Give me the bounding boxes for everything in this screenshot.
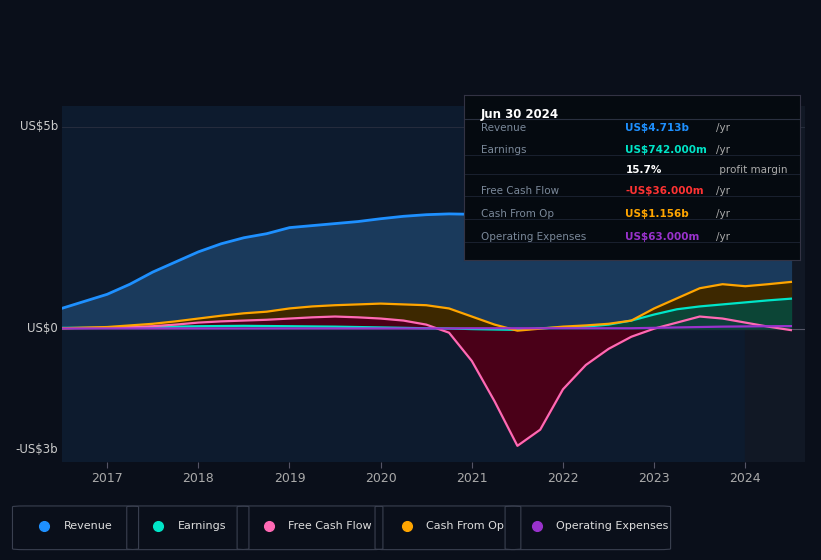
Text: US$0: US$0 <box>27 322 57 335</box>
Text: US$1.156b: US$1.156b <box>626 209 689 219</box>
Text: 15.7%: 15.7% <box>626 165 662 175</box>
Text: Jun 30 2024: Jun 30 2024 <box>481 109 559 122</box>
Text: Earnings: Earnings <box>481 144 526 155</box>
Text: US$5b: US$5b <box>20 120 57 133</box>
Text: -US$36.000m: -US$36.000m <box>626 186 704 196</box>
Text: /yr: /yr <box>716 232 731 242</box>
Text: Free Cash Flow: Free Cash Flow <box>481 186 559 196</box>
Text: /yr: /yr <box>716 186 731 196</box>
Text: US$4.713b: US$4.713b <box>626 123 690 133</box>
Text: Cash From Op: Cash From Op <box>481 209 553 219</box>
Text: Earnings: Earnings <box>178 521 227 531</box>
Text: US$742.000m: US$742.000m <box>626 144 708 155</box>
Text: US$63.000m: US$63.000m <box>626 232 699 242</box>
Text: /yr: /yr <box>716 123 731 133</box>
Bar <box>745 106 805 462</box>
Text: Free Cash Flow: Free Cash Flow <box>288 521 372 531</box>
Text: Cash From Op: Cash From Op <box>426 521 504 531</box>
Text: Revenue: Revenue <box>481 123 525 133</box>
Text: Revenue: Revenue <box>64 521 112 531</box>
Text: Operating Expenses: Operating Expenses <box>481 232 586 242</box>
Text: /yr: /yr <box>716 209 731 219</box>
Text: /yr: /yr <box>716 144 731 155</box>
Text: Operating Expenses: Operating Expenses <box>557 521 668 531</box>
Text: profit margin: profit margin <box>716 165 788 175</box>
Text: -US$3b: -US$3b <box>16 444 57 456</box>
